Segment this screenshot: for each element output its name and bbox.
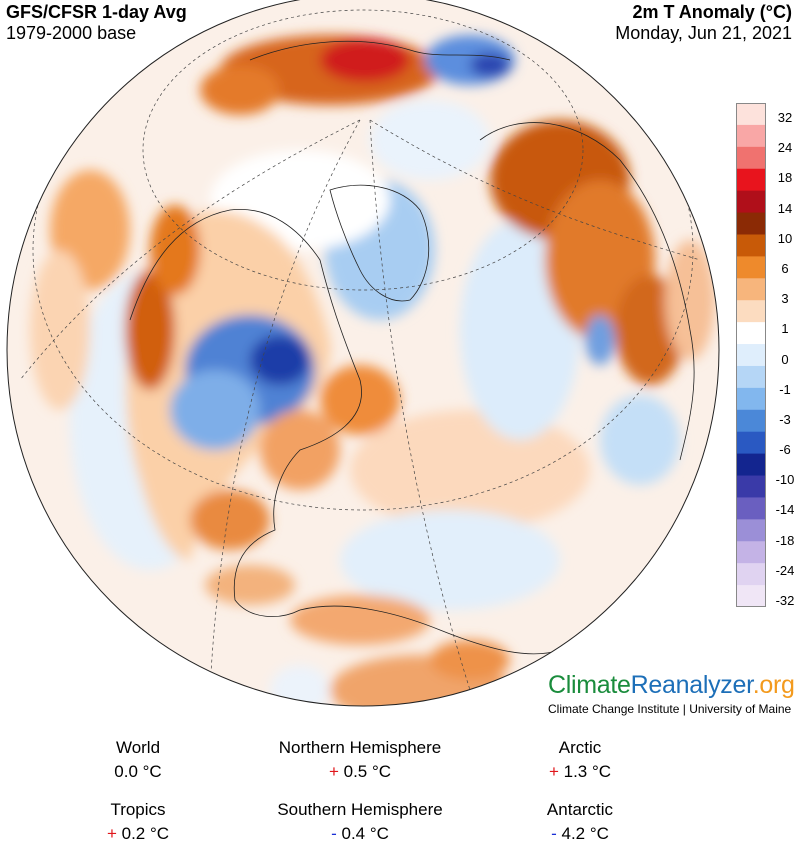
legend-tick-label: 32 — [777, 110, 793, 125]
brand-climate: Climate — [548, 671, 631, 699]
legend-swatch — [736, 103, 766, 126]
legend-swatch — [736, 563, 766, 586]
legend-tick-label: 3 — [781, 291, 789, 307]
stat-name: World — [115, 738, 161, 757]
stat-name: Tropics — [110, 800, 166, 819]
stat-tropics: Tropics + 0.2 °C — [78, 798, 198, 846]
legend-tick-label: -24 — [775, 562, 795, 578]
stat-name: Arctic — [558, 738, 602, 757]
legend-swatch — [736, 541, 766, 564]
legend-swatch — [736, 278, 766, 301]
header-right: 2m T Anomaly (°C) Monday, Jun 21, 2021 — [615, 2, 792, 44]
legend-swatch — [736, 190, 766, 214]
stat-world: World 0.0 °C — [78, 736, 198, 784]
brand-org: .org — [752, 671, 795, 699]
stat-value: + 0.5 °C — [328, 762, 392, 781]
brand-reanalyzer: Reanalyzer — [630, 671, 753, 699]
stat-value: + 1.3 °C — [548, 762, 612, 781]
legend-swatch — [736, 300, 766, 323]
legend-swatch — [736, 344, 766, 367]
legend-tick-label: -3 — [779, 411, 791, 427]
stat-southern-hemisphere: Southern Hemisphere - 0.4 °C — [255, 798, 465, 846]
legend-swatch — [736, 365, 766, 389]
stat-value: + 0.2 °C — [106, 824, 170, 843]
product-title: GFS/CFSR 1-day Avg — [6, 2, 187, 22]
stat-arctic: Arctic + 1.3 °C — [520, 736, 640, 784]
stat-value: - 0.4 °C — [331, 824, 389, 843]
legend-tick-label: 1 — [781, 321, 789, 337]
legend-swatch — [736, 234, 766, 257]
coastlines — [129, 40, 695, 655]
legend-swatch — [736, 519, 766, 542]
legend-tick-label: -14 — [775, 502, 795, 518]
legend-swatch — [736, 453, 766, 477]
legend-swatch — [736, 168, 766, 192]
color-scale-bar — [736, 103, 766, 607]
legend-tick-label: 24 — [777, 140, 793, 156]
stat-name: Antarctic — [546, 800, 614, 819]
graticule — [19, 0, 701, 691]
legend-swatch — [736, 409, 766, 433]
legend-tick-label: 14 — [777, 200, 793, 216]
legend-tick-label: -32 — [775, 593, 795, 608]
stat-northern-hemisphere: Northern Hemisphere + 0.5 °C — [255, 736, 465, 784]
legend-swatch — [736, 124, 766, 148]
legend-swatch — [736, 475, 766, 498]
stat-name: Northern Hemisphere — [278, 738, 442, 757]
stat-value: - 4.2 °C — [551, 824, 609, 843]
brand-logo[interactable]: ClimateReanalyzer.org — [548, 671, 795, 700]
stat-name: Southern Hemisphere — [277, 800, 443, 819]
header-left: GFS/CFSR 1-day Avg 1979-2000 base — [6, 2, 187, 44]
legend-tick-label: 10 — [777, 230, 793, 246]
legend-tick-label: -6 — [779, 442, 791, 458]
stat-antarctic: Antarctic - 4.2 °C — [520, 798, 640, 846]
legend-swatch — [736, 256, 766, 279]
globe-surface — [7, 0, 719, 706]
legend-tick-label: 0 — [781, 351, 789, 367]
variable-title: 2m T Anomaly (°C) — [632, 2, 792, 22]
legend-swatch — [736, 585, 766, 607]
stat-value: 0.0 °C — [114, 762, 162, 781]
legend-tick-label: 6 — [781, 260, 789, 276]
legend-tick-label: 18 — [777, 170, 793, 186]
legend-swatch — [736, 497, 766, 520]
brand-subtitle: Climate Change Institute | University of… — [548, 702, 792, 716]
legend-swatch — [736, 322, 766, 345]
legend-swatch — [736, 387, 766, 411]
date-label: Monday, Jun 21, 2021 — [615, 23, 792, 43]
legend-swatch — [736, 431, 766, 455]
legend-swatch — [736, 212, 766, 235]
baseline-subtitle: 1979-2000 base — [6, 23, 137, 43]
legend-tick-label: -18 — [775, 532, 795, 548]
legend-tick-label: -1 — [779, 381, 791, 397]
legend-swatch — [736, 146, 766, 170]
legend-tick-label: -10 — [775, 472, 795, 488]
